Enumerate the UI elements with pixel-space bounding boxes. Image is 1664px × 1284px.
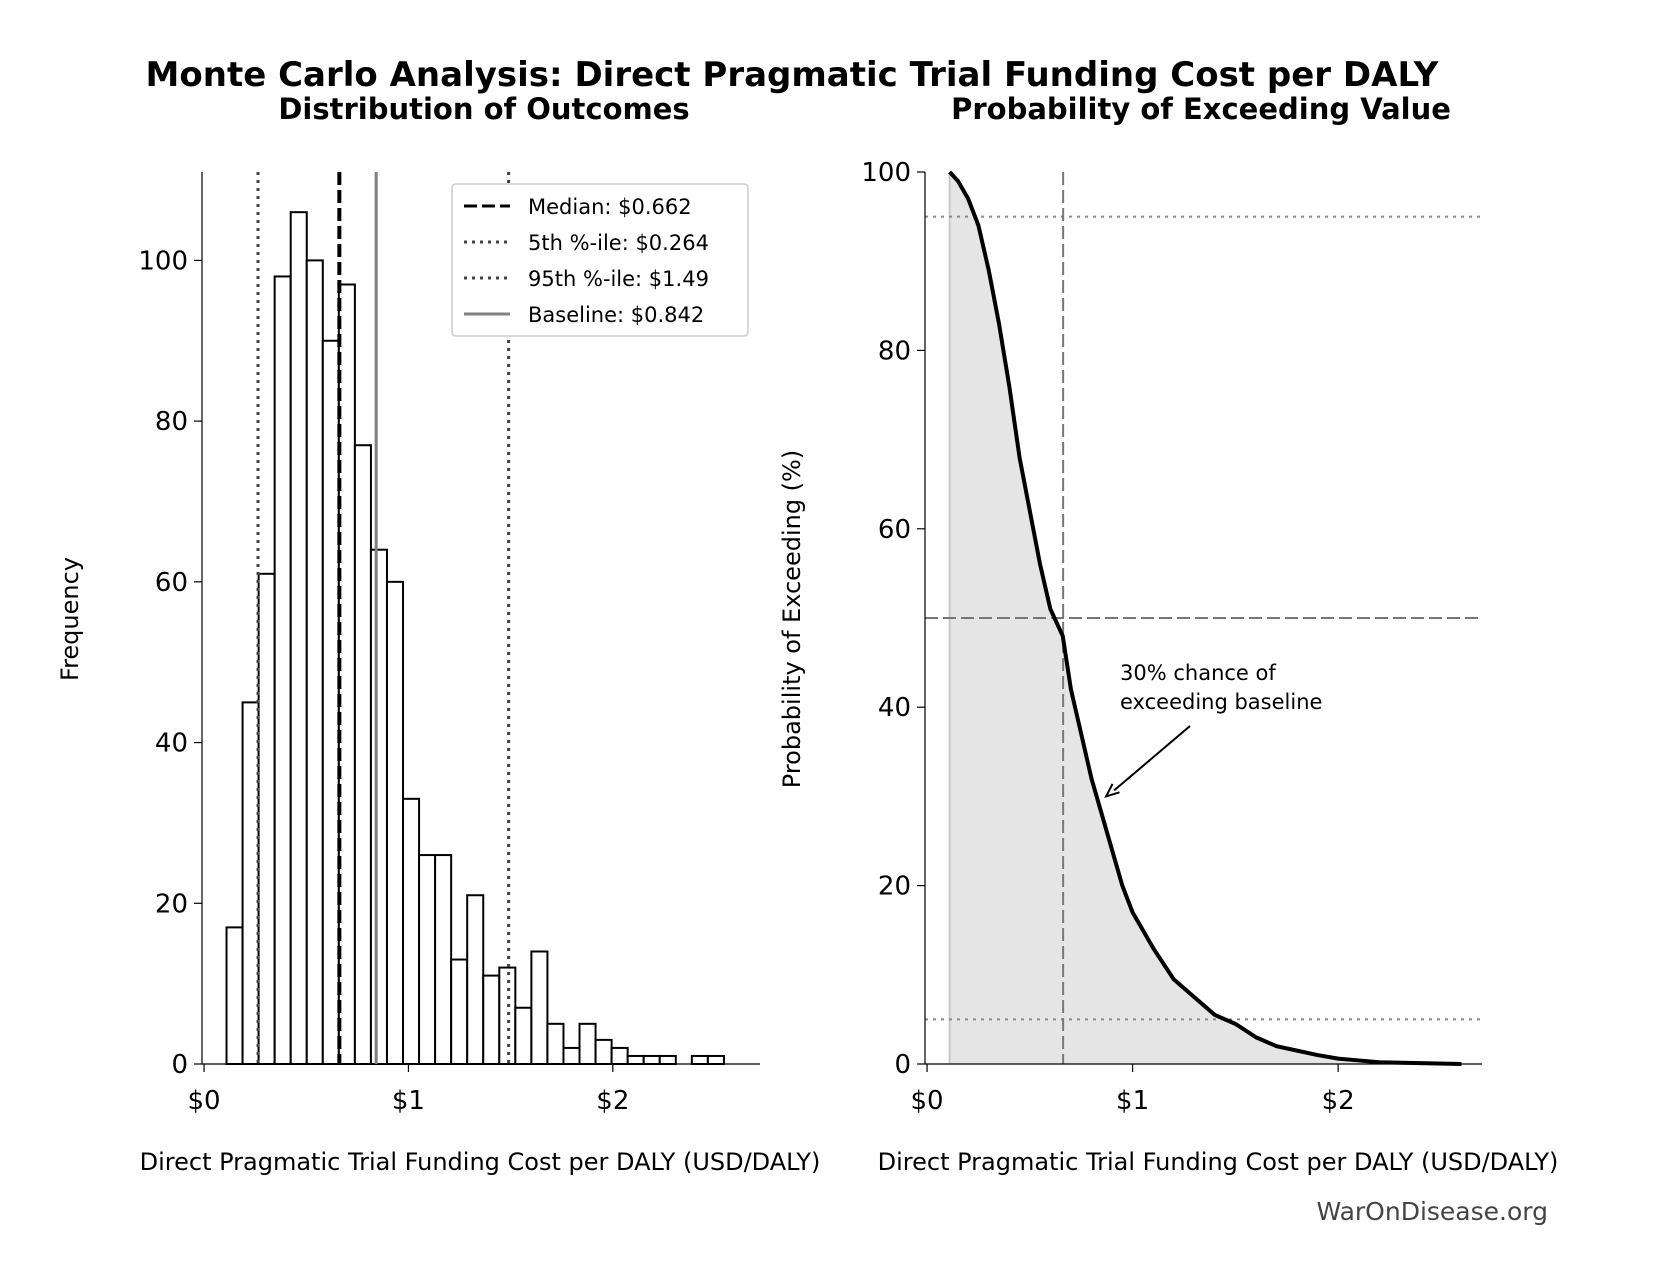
footer-watermark: WarOnDisease.org xyxy=(1316,1197,1548,1226)
exceedance-y-tick-label: 100 xyxy=(861,158,911,188)
exceedance-y-tick-label: 60 xyxy=(878,515,911,545)
histogram-bar xyxy=(241,701,260,1065)
histogram-x-tick-label: $0 xyxy=(187,1086,220,1116)
histogram-bar xyxy=(289,211,308,1065)
histogram-y-tick-label: 100 xyxy=(138,246,188,276)
histogram-bar xyxy=(690,1054,709,1066)
histogram-bar xyxy=(385,580,405,1065)
exceedance-y-tick-label: 0 xyxy=(894,1050,911,1080)
histogram-bar xyxy=(418,854,437,1065)
histogram-bar xyxy=(434,854,453,1065)
histogram-bar xyxy=(578,1022,597,1066)
histogram-bar xyxy=(706,1054,725,1066)
annotation-text: 30% chance of xyxy=(1120,661,1276,685)
annotation-arrow-head xyxy=(1104,783,1120,799)
histogram-bar xyxy=(225,926,244,1065)
histogram-y-tick-label: 0 xyxy=(171,1050,188,1080)
histogram-y-tick-label: 80 xyxy=(155,407,188,437)
figure-title: Monte Carlo Analysis: Direct Pragmatic T… xyxy=(146,55,1439,95)
exceedance-subtitle: Probability of Exceeding Value xyxy=(951,92,1451,126)
exceedance-area-fill xyxy=(949,172,1462,1064)
histogram-bar xyxy=(610,1046,629,1066)
exceedance-y-tick-label: 80 xyxy=(878,336,911,366)
legend-box xyxy=(451,183,749,337)
histogram-bar xyxy=(353,444,372,1065)
histogram-bar xyxy=(562,1046,581,1066)
annotation-text: exceeding baseline xyxy=(1120,690,1322,714)
histogram-subtitle: Distribution of Outcomes xyxy=(278,92,689,126)
histogram-axes: 0 20 40 60 80 100 $0 $1 $2 Median: $0.662 5th %-il… xyxy=(138,172,760,1116)
exceedance-axes: 0 20 40 60 80 100 $0 $1 $2 30% chance of exceeding… xyxy=(861,158,1482,1116)
histogram-bar xyxy=(594,1038,613,1065)
histogram-bar xyxy=(321,339,340,1065)
histogram-bar xyxy=(642,1054,661,1066)
histogram-bar xyxy=(626,1054,645,1066)
exceedance-x-tick-label: $0 xyxy=(911,1086,944,1116)
histogram-bar xyxy=(530,950,549,1065)
histogram-bar xyxy=(514,1006,533,1065)
histogram-x-tick-label: $2 xyxy=(596,1086,629,1116)
legend-label-95th: 95th %-ile: $1.49 xyxy=(528,267,709,291)
histogram-bar xyxy=(273,275,292,1066)
annotation-arrow-line xyxy=(1113,725,1191,792)
legend-label-baseline: Baseline: $0.842 xyxy=(528,303,704,327)
histogram-x-tick-label: $1 xyxy=(392,1086,425,1116)
exceedance-ylabel: Probability of Exceeding (%) xyxy=(778,450,806,788)
histogram-bar xyxy=(546,1022,565,1066)
exceedance-curve xyxy=(948,170,1462,1066)
histogram-xlabel: Direct Pragmatic Trial Funding Cost per … xyxy=(140,1148,821,1176)
histogram-bar xyxy=(466,894,485,1065)
histogram-bar xyxy=(482,974,501,1065)
exceedance-y-tick-label: 20 xyxy=(878,872,911,902)
histogram-bar xyxy=(402,797,421,1065)
exceedance-xlabel: Direct Pragmatic Trial Funding Cost per … xyxy=(878,1148,1559,1176)
legend-label-median: Median: $0.662 xyxy=(528,195,692,219)
histogram-bar xyxy=(257,572,276,1066)
exceedance-x-tick-label: $2 xyxy=(1322,1086,1355,1116)
histogram-bar xyxy=(369,548,388,1065)
histogram-y-tick-label: 20 xyxy=(155,889,188,919)
legend-label-5th: 5th %-ile: $0.264 xyxy=(528,231,709,255)
exceedance-x-tick-label: $1 xyxy=(1116,1086,1149,1116)
exceedance-y-tick-label: 40 xyxy=(878,693,911,723)
histogram-y-tick-label: 40 xyxy=(155,729,188,759)
histogram-y-tick-label: 60 xyxy=(155,568,188,598)
histogram-bar xyxy=(658,1054,677,1066)
histogram-bar xyxy=(450,958,469,1066)
histogram-bar xyxy=(305,259,324,1065)
histogram-ylabel: Frequency xyxy=(56,557,84,681)
